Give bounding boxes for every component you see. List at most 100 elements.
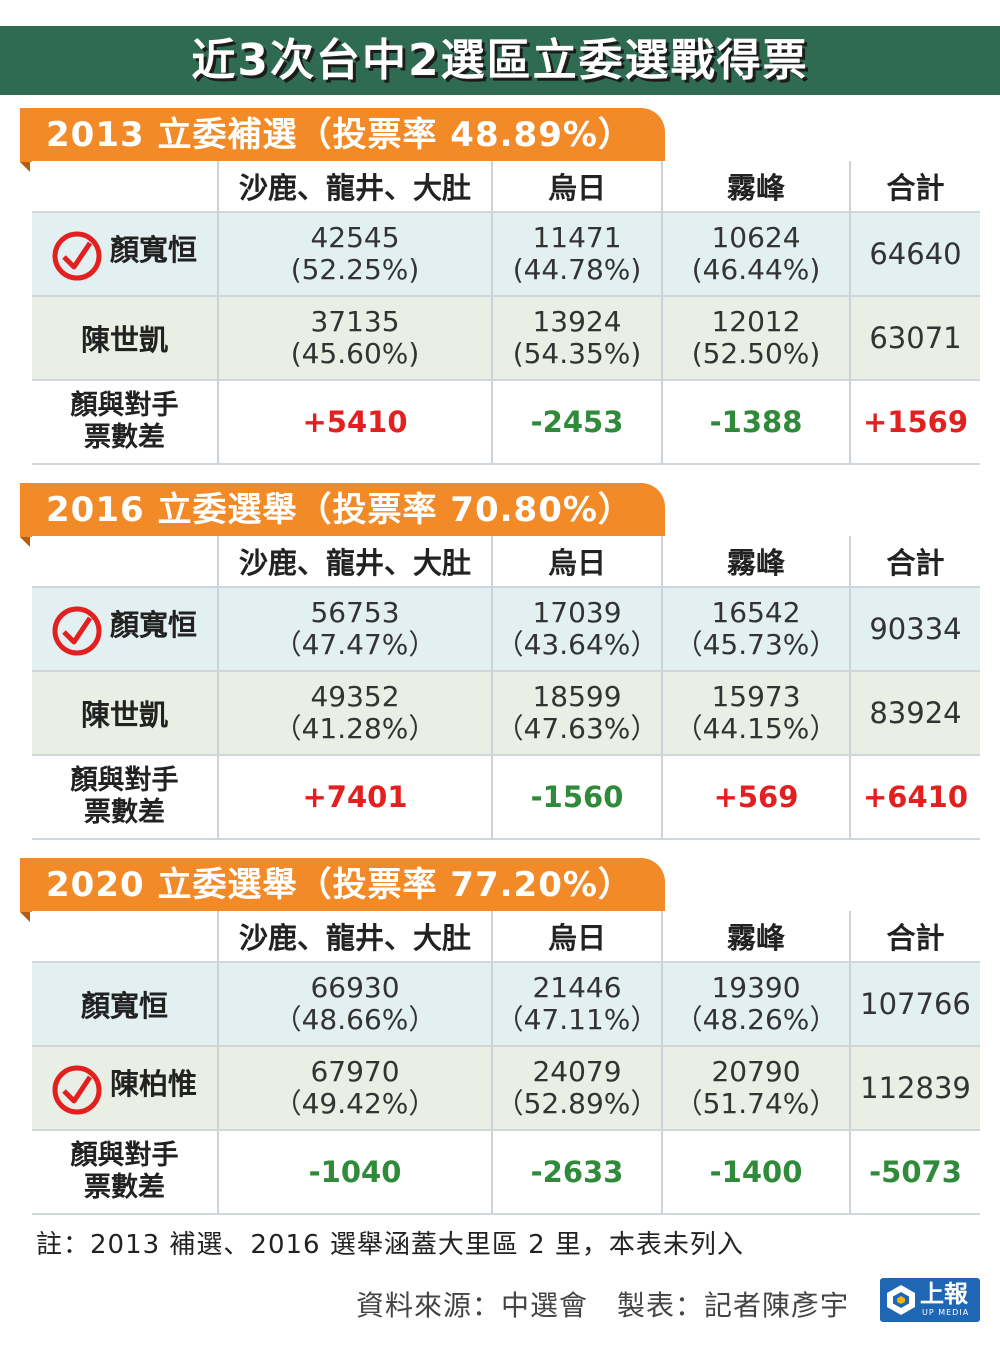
vote-count: 37135 <box>310 305 400 338</box>
vote-percent: （51.74%） <box>674 1087 838 1120</box>
diff-label: 票數差 <box>84 422 165 453</box>
diff-label: 顏與對手 <box>70 1140 179 1171</box>
vote-cell: 16542 （45.73%） <box>661 587 850 672</box>
vote-diff-value: -2633 <box>491 1130 662 1215</box>
results-table: 沙鹿、龍井、大肚 烏日 霧峰 合計 顏寬恒 42545 (52.25%) 11471 (44.7… <box>32 161 980 465</box>
total-cell: 83924 <box>849 671 980 756</box>
candidate-name-cell: 顏寬恒 <box>32 962 218 1047</box>
vote-count: 67970 <box>310 1055 400 1088</box>
candidate-name: 陳世凱 <box>80 698 168 732</box>
column-header: 霧峰 <box>661 536 850 588</box>
vote-percent: (54.35%) <box>512 337 642 370</box>
vote-count: 13924 <box>532 305 622 338</box>
upmedia-logo: 上報 UP MEDIA <box>880 1278 980 1322</box>
vote-count: 15973 <box>711 680 801 713</box>
vote-diff-value: -5073 <box>849 1130 980 1215</box>
source-credit: 資料來源：中選會 製表：記者陳彥宇 <box>356 1289 850 1322</box>
vote-cell: 66930 （48.66%） <box>217 962 492 1047</box>
candidate-name-cell: 顏寬恒 <box>32 587 218 672</box>
vote-diff-value: -1560 <box>491 755 662 840</box>
vote-diff-value: -1040 <box>217 1130 492 1215</box>
logo-text: 上報 <box>920 1280 968 1308</box>
elected-seal-icon <box>52 231 102 281</box>
section-heading: 2020 立委選舉（投票率 77.20%） <box>20 858 665 922</box>
vote-count: 10624 <box>711 221 801 254</box>
column-header <box>32 161 218 213</box>
vote-count: 18599 <box>532 680 622 713</box>
diff-label: 票數差 <box>84 1172 165 1203</box>
header-row: 沙鹿、龍井、大肚 烏日 霧峰 合計 <box>32 911 980 963</box>
vote-percent: (46.44%) <box>691 253 821 286</box>
elected-seal-icon <box>52 606 102 656</box>
vote-count: 49352 <box>310 680 400 713</box>
diff-label: 票數差 <box>84 797 165 828</box>
candidate-row: 顏寬恒 56753 （47.47%） 17039 （43.64%） 16542 （45.73… <box>32 587 980 672</box>
column-header: 沙鹿、龍井、大肚 <box>217 161 492 213</box>
diff-label-cell: 顏與對手 票數差 <box>32 755 218 840</box>
vote-cell: 49352 （41.28%） <box>217 671 492 756</box>
vote-cell: 42545 (52.25%) <box>217 212 492 297</box>
vote-percent: (52.25%) <box>290 253 420 286</box>
vote-cell: 21446 （47.11%） <box>491 962 662 1047</box>
candidate-row: 陳世凱 37135 (45.60%) 13924 (54.35%) 12012 (52.50… <box>32 296 980 381</box>
vote-percent: （52.89%） <box>495 1087 659 1120</box>
total-cell: 63071 <box>849 296 980 381</box>
column-header: 烏日 <box>491 161 662 213</box>
title-bar: 近3次台中2選區立委選戰得票 <box>0 26 1000 95</box>
candidate-name: 顏寬恒 <box>109 608 197 643</box>
candidate-name: 顏寬恒 <box>109 233 197 268</box>
vote-percent: （45.73%） <box>674 628 838 661</box>
vote-cell: 18599 （47.63%） <box>491 671 662 756</box>
vote-cell: 24079 （52.89%） <box>491 1046 662 1131</box>
vote-count: 12012 <box>711 305 801 338</box>
candidate-row: 陳世凱 49352 （41.28%） 18599 （47.63%） 15973 （44.15… <box>32 671 980 756</box>
results-table: 沙鹿、龍井、大肚 烏日 霧峰 合計 顏寬恒 56753 （47.47%） 17039 （43.6… <box>32 536 980 840</box>
column-header: 霧峰 <box>661 161 850 213</box>
vote-cell: 10624 (46.44%) <box>661 212 850 297</box>
vote-percent: （41.28%） <box>273 712 437 745</box>
vote-diff-value: -2453 <box>491 380 662 465</box>
vote-diff-row: 顏與對手 票數差 +7401 -1560 +569 +6410 <box>32 755 980 840</box>
elected-seal-icon <box>52 1065 102 1115</box>
vote-count: 19390 <box>711 971 801 1004</box>
vote-percent: （44.15%） <box>674 712 838 745</box>
total-cell: 64640 <box>849 212 980 297</box>
vote-diff-value: -1388 <box>661 380 850 465</box>
column-header <box>32 536 218 588</box>
vote-count: 11471 <box>532 221 622 254</box>
vote-percent: （48.26%） <box>674 1003 838 1036</box>
candidate-name: 陳世凱 <box>80 323 168 357</box>
column-header: 烏日 <box>491 536 662 588</box>
vote-count: 16542 <box>711 596 801 629</box>
vote-percent: (44.78%) <box>512 253 642 286</box>
diff-label-cell: 顏與對手 票數差 <box>32 380 218 465</box>
candidate-name-cell: 顏寬恒 <box>32 212 218 297</box>
vote-percent: （47.11%） <box>495 1003 659 1036</box>
column-header: 沙鹿、龍井、大肚 <box>217 911 492 963</box>
vote-percent: （47.47%） <box>273 628 437 661</box>
vote-cell: 12012 (52.50%) <box>661 296 850 381</box>
candidate-name-cell: 陳世凱 <box>32 296 218 381</box>
diff-label-cell: 顏與對手 票數差 <box>32 1130 218 1215</box>
column-header: 沙鹿、龍井、大肚 <box>217 536 492 588</box>
header-row: 沙鹿、龍井、大肚 烏日 霧峰 合計 <box>32 536 980 588</box>
column-header: 合計 <box>849 911 980 963</box>
vote-cell: 15973 （44.15%） <box>661 671 850 756</box>
candidate-row: 顏寬恒 66930 （48.66%） 21446 （47.11%） 19390 （48.26… <box>32 962 980 1047</box>
candidate-name: 陳柏惟 <box>109 1067 197 1102</box>
vote-count: 20790 <box>711 1055 801 1088</box>
vote-percent: （49.42%） <box>273 1087 437 1120</box>
page-title: 近3次台中2選區立委選戰得票 <box>191 35 809 86</box>
vote-count: 17039 <box>532 596 622 629</box>
vote-cell: 56753 （47.47%） <box>217 587 492 672</box>
section-heading: 2013 立委補選（投票率 48.89%） <box>20 108 665 172</box>
vote-count: 56753 <box>310 596 400 629</box>
candidate-name: 顏寬恒 <box>80 989 168 1023</box>
vote-count: 42545 <box>310 221 400 254</box>
vote-cell: 20790 （51.74%） <box>661 1046 850 1131</box>
vote-diff-row: 顏與對手 票數差 +5410 -2453 -1388 +1569 <box>32 380 980 465</box>
vote-diff-value: +7401 <box>217 755 492 840</box>
diff-label: 顏與對手 <box>70 765 179 796</box>
vote-diff-value: +5410 <box>217 380 492 465</box>
column-header: 合計 <box>849 536 980 588</box>
